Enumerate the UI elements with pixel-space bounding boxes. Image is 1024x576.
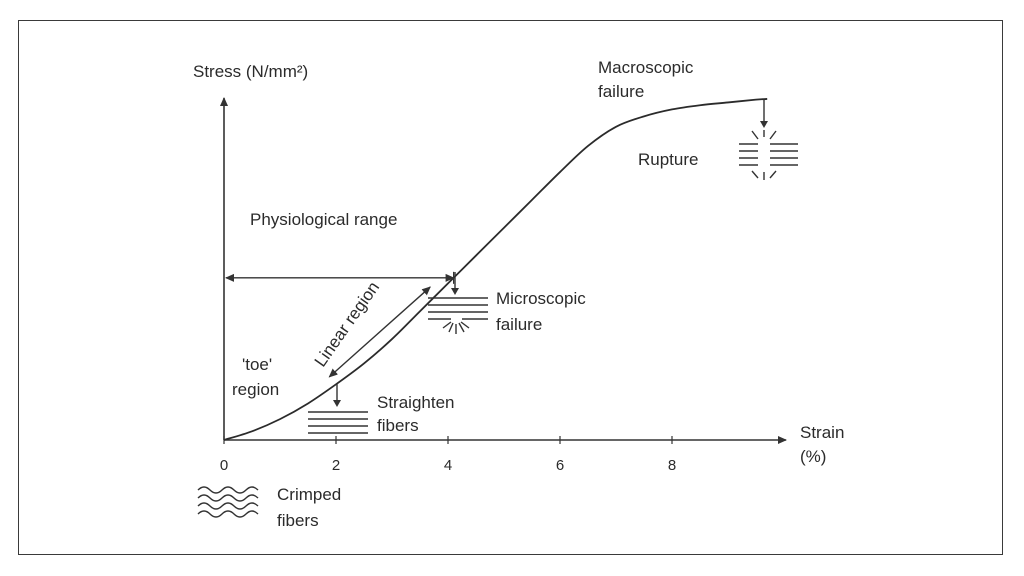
stress-strain-curve bbox=[223, 98, 768, 441]
x-tick-label: 8 bbox=[668, 457, 676, 474]
rupture-icon bbox=[739, 100, 798, 180]
x-axis-unit: (%) bbox=[800, 447, 826, 466]
physiological-range-label: Physiological range bbox=[250, 210, 397, 229]
crimped-fibers-icon bbox=[197, 486, 259, 518]
straighten-fibers-label-line1: Straighten bbox=[377, 393, 455, 412]
x-tick-label: 0 bbox=[220, 457, 228, 474]
toe-region-label-line2: region bbox=[232, 380, 279, 399]
x-tick-label: 2 bbox=[332, 457, 340, 474]
macroscopic-failure-label-line2: failure bbox=[598, 82, 644, 101]
crimped-fibers-label-line2: fibers bbox=[277, 511, 319, 530]
microscopic-failure-label-line2: failure bbox=[496, 315, 542, 334]
straighten-fibers-icon bbox=[308, 384, 368, 434]
x-tick-labels: 0 2 4 6 8 bbox=[220, 436, 676, 474]
straighten-fibers-label-line2: fibers bbox=[377, 416, 419, 435]
x-axis-label: Strain bbox=[800, 423, 844, 442]
linear-region-arrow bbox=[328, 286, 431, 378]
toe-region-label-line1: 'toe' bbox=[242, 355, 272, 374]
x-tick-label: 6 bbox=[556, 457, 564, 474]
rupture-label: Rupture bbox=[638, 150, 698, 169]
y-axis-label: Stress (N/mm²) bbox=[193, 62, 308, 81]
x-tick-label: 4 bbox=[444, 457, 452, 474]
figure-frame bbox=[18, 20, 1003, 555]
microscopic-failure-label-line1: Microscopic bbox=[496, 289, 586, 308]
crimped-fibers-label-line1: Crimped bbox=[277, 485, 341, 504]
macroscopic-failure-label-line1: Macroscopic bbox=[598, 58, 694, 77]
microscopic-failure-icon bbox=[428, 272, 488, 334]
